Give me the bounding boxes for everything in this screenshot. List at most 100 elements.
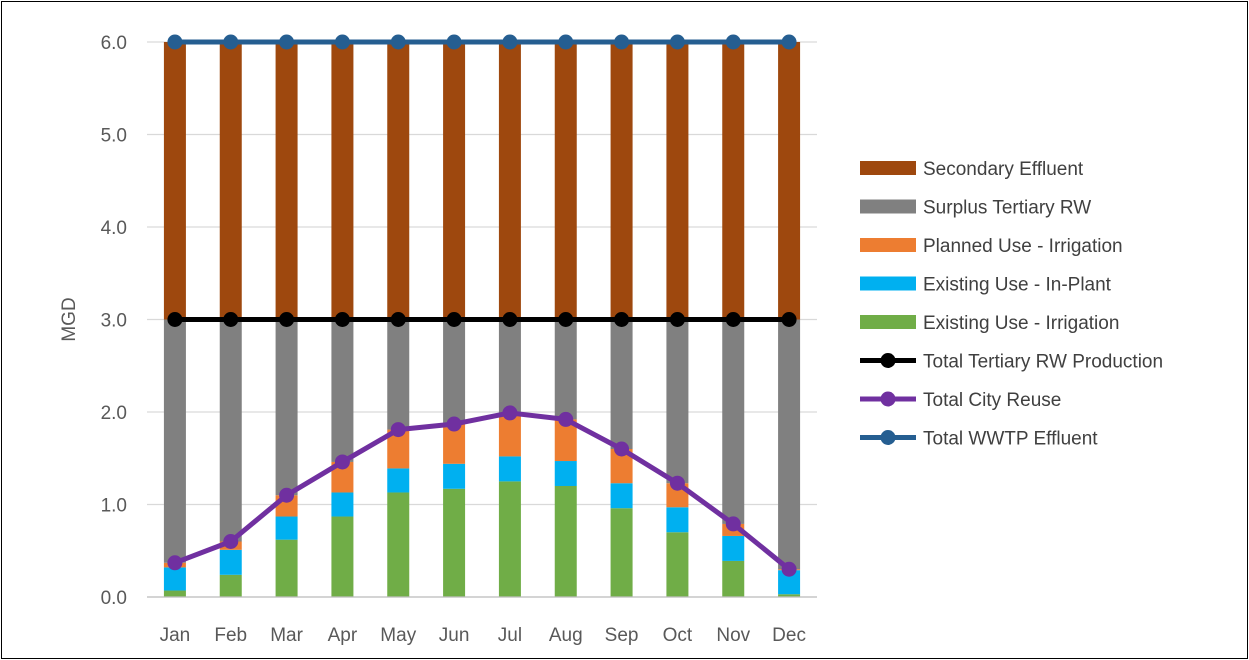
bar-segment-existing-use-irrigation (275, 539, 298, 597)
stacked-bars (163, 42, 801, 597)
bar-segment-secondary-effluent (722, 42, 745, 320)
point-total-tertiary-rw-production (334, 312, 350, 327)
y-tick-label: 2.0 (101, 403, 127, 424)
bar-segment-planned-use-irrigation (498, 412, 521, 457)
point-total-wwtp-effluent (781, 34, 797, 50)
x-tick-label: May (380, 625, 416, 646)
x-tick-label: Oct (663, 625, 693, 646)
x-tick-label: Jan (160, 625, 191, 646)
bar-segment-secondary-effluent (443, 42, 466, 320)
point-total-tertiary-rw-production (167, 312, 183, 327)
y-tick-label: 3.0 (101, 311, 127, 332)
bar-segment-existing-use-in-plant (163, 567, 186, 591)
bar-segment-existing-use-in-plant (554, 461, 577, 486)
bar-segment-existing-use-irrigation (163, 590, 186, 597)
bar-segment-surplus-tertiary-rw (610, 319, 633, 449)
bar-segment-existing-use-in-plant (666, 507, 689, 533)
bar-segment-existing-use-irrigation (722, 560, 745, 597)
axes: MGD 0.0 1.0 2.0 3.0 4.0 5.0 6.0 Jan Feb Mar Apr May… (59, 33, 817, 646)
point-total-tertiary-rw-production (223, 312, 239, 327)
legend-marker-total-tertiary-rw-production (880, 353, 896, 368)
point-total-city-reuse (334, 454, 350, 470)
legend-label-surplus-tertiary-rw: Surplus Tertiary RW (923, 198, 1091, 219)
bar-segment-surplus-tertiary-rw (554, 319, 577, 420)
bar-segment-planned-use-irrigation (331, 461, 354, 493)
legend-marker-total-city-reuse (880, 391, 896, 407)
bar-segment-existing-use-in-plant (778, 570, 801, 595)
bar-segment-existing-use-in-plant (275, 516, 298, 540)
bar-segment-planned-use-irrigation (610, 449, 633, 484)
x-tick-label: Dec (772, 625, 806, 646)
bar-segment-existing-use-irrigation (610, 508, 633, 597)
point-total-wwtp-effluent (334, 34, 350, 50)
y-tick-label: 0.0 (101, 588, 127, 609)
legend-label-planned-use-irrigation: Planned Use - Irrigation (923, 236, 1123, 257)
x-tick-label: Jul (498, 625, 522, 646)
x-tick-label: Apr (328, 625, 358, 646)
point-total-city-reuse (223, 534, 239, 549)
legend-label-total-tertiary-rw-production: Total Tertiary RW Production (923, 352, 1163, 373)
bar-segment-surplus-tertiary-rw (163, 319, 186, 563)
point-total-city-reuse (446, 416, 462, 432)
bar-segment-existing-use-in-plant (610, 483, 633, 509)
point-total-wwtp-effluent (279, 34, 295, 50)
bar-segment-surplus-tertiary-rw (778, 319, 801, 570)
point-total-tertiary-rw-production (725, 312, 741, 327)
bar-segment-surplus-tertiary-rw (387, 319, 410, 430)
point-total-city-reuse (725, 516, 741, 532)
point-total-city-reuse (167, 555, 183, 571)
bar-segment-existing-use-in-plant (722, 535, 745, 561)
point-total-city-reuse (558, 411, 574, 427)
point-total-tertiary-rw-production (614, 312, 630, 327)
bar-segment-existing-use-irrigation (219, 574, 242, 597)
point-total-wwtp-effluent (725, 34, 741, 50)
bar-segment-secondary-effluent (163, 42, 186, 320)
bar-segment-existing-use-in-plant (219, 549, 242, 575)
x-tick-label: Nov (716, 625, 750, 646)
point-total-city-reuse (390, 422, 406, 438)
bar-segment-secondary-effluent (387, 42, 410, 320)
bar-segment-surplus-tertiary-rw (275, 319, 298, 496)
point-total-city-reuse (279, 487, 295, 503)
bar-segment-existing-use-irrigation (666, 532, 689, 597)
point-total-city-reuse (614, 441, 630, 457)
y-axis-title: MGD (59, 297, 80, 341)
bar-segment-surplus-tertiary-rw (331, 319, 354, 462)
bar-segment-secondary-effluent (554, 42, 577, 320)
point-total-wwtp-effluent (390, 34, 406, 50)
point-total-tertiary-rw-production (669, 312, 685, 327)
point-total-wwtp-effluent (558, 34, 574, 50)
legend-swatch-planned-use-irrigation (860, 238, 916, 252)
point-total-tertiary-rw-production (390, 312, 406, 327)
point-total-wwtp-effluent (669, 34, 685, 50)
bar-segment-secondary-effluent (219, 42, 242, 320)
point-total-city-reuse (669, 475, 685, 491)
bar-segment-existing-use-irrigation (387, 492, 410, 597)
bar-segment-planned-use-irrigation (554, 419, 577, 462)
line-total-city-reuse (174, 410, 791, 572)
legend-label-existing-use-in-plant: Existing Use - In-Plant (923, 275, 1112, 296)
bar-segment-secondary-effluent (610, 42, 633, 320)
bar-segment-secondary-effluent (778, 42, 801, 320)
bar-segment-existing-use-irrigation (554, 486, 577, 597)
legend-label-secondary-effluent: Secondary Effluent (923, 159, 1084, 180)
point-total-tertiary-rw-production (502, 312, 518, 327)
x-tick-label: Jun (439, 625, 470, 646)
bar-segment-existing-use-in-plant (498, 456, 521, 482)
y-tick-label: 5.0 (101, 126, 127, 147)
legend-swatch-secondary-effluent (860, 161, 916, 175)
bar-segment-surplus-tertiary-rw (498, 319, 521, 413)
legend-swatch-surplus-tertiary-rw (860, 199, 916, 214)
point-total-wwtp-effluent (446, 34, 462, 50)
legend-swatch-existing-use-irrigation (860, 315, 916, 329)
x-tick-label: Feb (214, 625, 247, 646)
bar-segment-secondary-effluent (666, 42, 689, 320)
x-tick-label: Mar (270, 625, 303, 646)
bar-segment-surplus-tertiary-rw (722, 319, 745, 524)
legend-label-existing-use-irrigation: Existing Use - Irrigation (923, 313, 1119, 334)
bar-segment-secondary-effluent (498, 42, 521, 320)
legend-swatch-existing-use-in-plant (860, 276, 916, 291)
legend: Secondary Effluent Surplus Tertiary RW Pla… (860, 159, 1163, 450)
